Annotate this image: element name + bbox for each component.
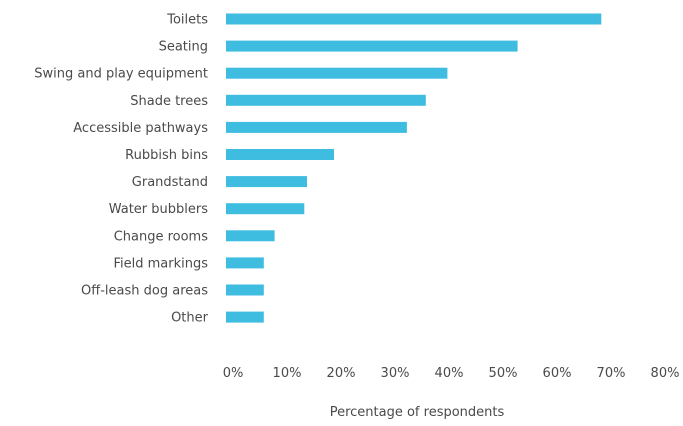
x-tick-label: 10% [273, 366, 302, 381]
bar [226, 94, 426, 106]
x-tick-labels: 0% 10% 20% 30% 40% 50% 60% 70% 80% [223, 366, 680, 381]
bar [226, 311, 264, 323]
bars [226, 13, 602, 323]
x-tick-label: 50% [489, 366, 518, 381]
bar [226, 13, 602, 25]
x-tick-label: 80% [651, 366, 680, 381]
x-tick-label: 30% [381, 366, 410, 381]
x-tick-label: 70% [597, 366, 626, 381]
bar [226, 176, 307, 188]
category-label: Water bubblers [109, 202, 209, 217]
category-label: Shade trees [130, 94, 208, 109]
bar [226, 149, 334, 160]
category-label: Off-leash dog areas [81, 284, 208, 299]
x-tick-label: 40% [435, 366, 464, 381]
bar [226, 40, 518, 52]
x-tick-label: 20% [327, 366, 356, 381]
bar [226, 203, 305, 215]
bar [226, 257, 264, 269]
category-label: Accessible pathways [73, 121, 208, 136]
category-label: Seating [159, 40, 208, 55]
category-label: Grandstand [132, 175, 208, 190]
x-axis-title: Percentage of respondents [330, 405, 505, 420]
category-label: Swing and play equipment [34, 67, 208, 82]
x-tick-label: 0% [223, 366, 244, 381]
category-label: Other [171, 311, 209, 326]
bar [226, 284, 264, 296]
bar [226, 121, 407, 133]
x-tick-label: 60% [543, 366, 572, 381]
bar [226, 230, 275, 242]
category-label: Rubbish bins [125, 148, 208, 163]
category-label: Toilets [166, 13, 208, 28]
category-label: Field markings [113, 256, 208, 271]
category-labels: Toilets Seating Swing and play equipment Sh… [34, 13, 208, 326]
category-label: Change rooms [114, 229, 209, 244]
bar [226, 67, 448, 79]
